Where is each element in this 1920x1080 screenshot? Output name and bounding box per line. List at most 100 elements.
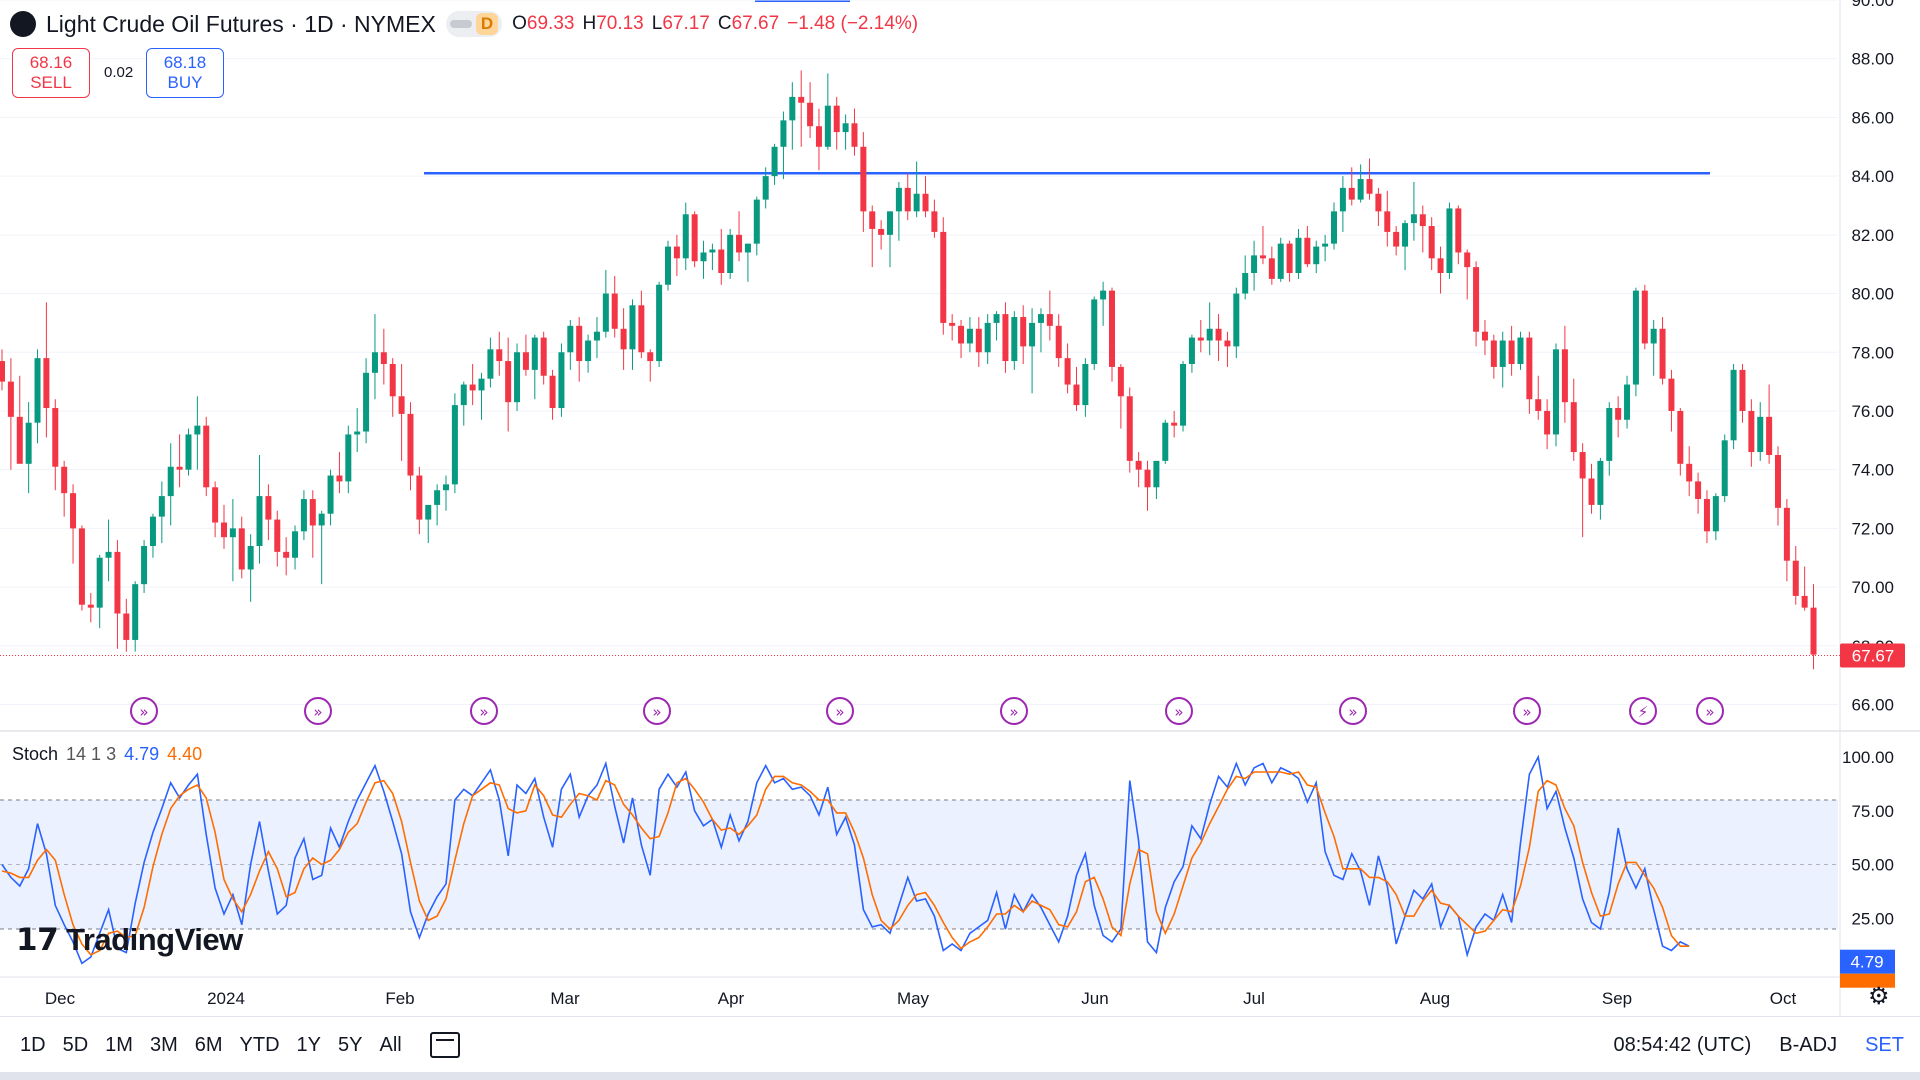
open-label: O bbox=[512, 13, 527, 34]
candle-body bbox=[602, 293, 609, 332]
range-all[interactable]: All bbox=[379, 1033, 402, 1056]
candle-body bbox=[1624, 384, 1631, 420]
market-status-pill[interactable]: D bbox=[445, 11, 503, 37]
event-marker-icon bbox=[1629, 697, 1657, 725]
session-set-toggle[interactable]: SET bbox=[1865, 1033, 1904, 1056]
candle-body bbox=[25, 422, 32, 464]
candle-body bbox=[744, 243, 751, 253]
candle-body bbox=[1180, 364, 1187, 426]
candle-body bbox=[1508, 340, 1515, 364]
event-marker-icon bbox=[1000, 697, 1028, 725]
candle-body bbox=[1544, 410, 1551, 435]
candle-body bbox=[1615, 408, 1622, 420]
candle-body bbox=[647, 352, 654, 362]
buy-button[interactable]: 68.18 BUY bbox=[146, 48, 224, 98]
range-1d[interactable]: 1D bbox=[20, 1033, 46, 1056]
candle-body bbox=[1002, 314, 1009, 362]
candle-body bbox=[309, 499, 316, 526]
candle-body bbox=[1721, 440, 1728, 497]
candle-body bbox=[478, 378, 485, 391]
candle-body bbox=[958, 325, 965, 344]
candle-body bbox=[496, 349, 503, 362]
price-tick-label: 70.00 bbox=[1851, 578, 1894, 597]
candle-body bbox=[274, 519, 281, 552]
candle-body bbox=[1792, 560, 1799, 596]
candle-body bbox=[1553, 349, 1559, 435]
symbol-header: Light Crude Oil Futures · 1D · NYMEX D O… bbox=[10, 8, 918, 40]
candle-body bbox=[1215, 328, 1222, 341]
candle-body bbox=[1783, 507, 1790, 561]
settings-gear-icon[interactable]: ⚙ bbox=[1868, 983, 1890, 1010]
candle-body bbox=[141, 546, 148, 585]
candle-body bbox=[540, 337, 547, 376]
candle-body bbox=[1171, 422, 1178, 426]
stoch-tick-label: 25.00 bbox=[1851, 909, 1894, 928]
candle-body bbox=[1446, 208, 1453, 273]
candle-body bbox=[1393, 231, 1400, 247]
candle-body bbox=[940, 231, 947, 323]
utc-clock[interactable]: 08:54:42 (UTC) bbox=[1613, 1033, 1752, 1056]
candle-body bbox=[1233, 293, 1240, 347]
candle-body bbox=[1109, 290, 1115, 367]
candle-body bbox=[975, 328, 982, 353]
candle-body bbox=[149, 516, 156, 546]
range-1m[interactable]: 1M bbox=[105, 1033, 133, 1056]
candle-body bbox=[1046, 314, 1053, 326]
candle-body bbox=[904, 187, 911, 212]
candle-body bbox=[1632, 290, 1639, 385]
candle-body bbox=[52, 408, 59, 467]
candle-body bbox=[984, 322, 991, 353]
candle-body bbox=[1055, 325, 1062, 359]
candle-body bbox=[1677, 410, 1684, 464]
candle-body bbox=[869, 211, 876, 229]
candle-body bbox=[487, 349, 494, 379]
event-marker-icon bbox=[826, 697, 854, 725]
delayed-badge: D bbox=[475, 13, 499, 35]
change-value: −1.48 (−2.14%) bbox=[787, 13, 919, 34]
candle-body bbox=[700, 252, 707, 262]
candle-body bbox=[1117, 366, 1124, 397]
candle-body bbox=[1331, 211, 1337, 244]
candle-body bbox=[300, 499, 307, 532]
candle-body bbox=[860, 146, 867, 212]
candle-body bbox=[620, 328, 627, 350]
candle-body bbox=[221, 522, 227, 538]
candle-body bbox=[1366, 179, 1373, 194]
candle-body bbox=[815, 126, 822, 147]
candle-body bbox=[1588, 478, 1595, 505]
candle-body bbox=[1206, 328, 1213, 341]
candle-body bbox=[1473, 267, 1480, 332]
candle-body bbox=[549, 375, 556, 409]
stoch-k-value: 4.79 bbox=[124, 744, 160, 764]
time-tick-label: Aug bbox=[1420, 989, 1450, 1008]
candle-body bbox=[1419, 214, 1426, 227]
sell-button[interactable]: 68.16 SELL bbox=[12, 48, 90, 98]
range-6m[interactable]: 6M bbox=[194, 1033, 223, 1056]
candle-body bbox=[718, 249, 725, 273]
candle-body bbox=[1188, 337, 1195, 364]
candle-body bbox=[87, 604, 94, 608]
candle-body bbox=[70, 493, 77, 529]
range-1y[interactable]: 1Y bbox=[296, 1033, 322, 1056]
bottom-toolbar: 1D 5D 1M 3M 6M YTD 1Y 5Y All 08:54:42 (U… bbox=[0, 1016, 1920, 1073]
range-3m[interactable]: 3M bbox=[149, 1033, 178, 1056]
range-5y[interactable]: 5Y bbox=[338, 1033, 363, 1056]
candle-body bbox=[682, 214, 689, 259]
range-ytd[interactable]: YTD bbox=[239, 1033, 280, 1056]
symbol-title[interactable]: Light Crude Oil Futures · 1D · NYMEX bbox=[46, 10, 436, 37]
candle-body bbox=[922, 193, 929, 212]
range-5d[interactable]: 5D bbox=[62, 1033, 89, 1056]
stoch-tick-label: 100.00 bbox=[1842, 748, 1894, 767]
b-adj-toggle[interactable]: B-ADJ bbox=[1779, 1033, 1838, 1056]
spread-value: 0.02 bbox=[104, 64, 134, 81]
candle-body bbox=[993, 314, 1000, 323]
calendar-icon[interactable] bbox=[429, 1032, 460, 1058]
stoch-legend[interactable]: Stoch 14 1 3 4.79 4.40 bbox=[12, 744, 202, 765]
price-tick-label: 72.00 bbox=[1851, 519, 1894, 538]
candle-body bbox=[895, 187, 902, 212]
price-tick-label: 80.00 bbox=[1851, 285, 1894, 304]
candle-body bbox=[1748, 410, 1755, 453]
open-value: 69.33 bbox=[526, 13, 575, 34]
candle-body bbox=[451, 405, 458, 485]
